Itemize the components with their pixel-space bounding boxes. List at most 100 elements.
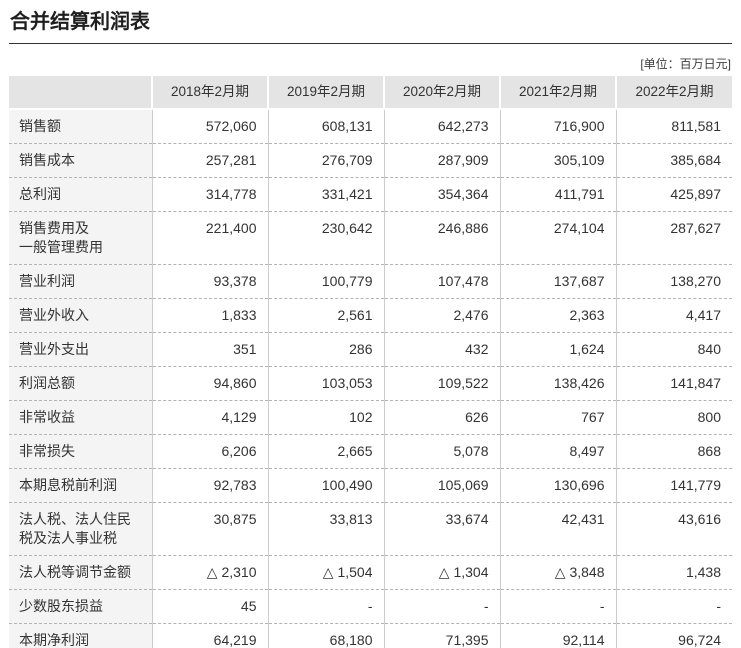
- value-cell: 43,616: [616, 502, 732, 556]
- value-cell: 246,886: [384, 211, 501, 265]
- column-header-2018: 2018年2月期: [151, 76, 268, 110]
- table-row: 营业外收入 1,833 2,561 2,476 2,363 4,417: [9, 298, 732, 333]
- title-divider: [9, 43, 732, 44]
- value-cell: △ 1,304: [384, 555, 501, 590]
- corner-header-cell: [9, 76, 152, 110]
- value-cell: △ 2,310: [152, 555, 269, 590]
- value-cell: 287,627: [616, 211, 732, 265]
- table-row: 销售成本 257,281 276,709 287,909 305,109 385,684: [9, 143, 732, 178]
- value-cell: 141,847: [616, 366, 732, 401]
- value-cell: 287,909: [384, 143, 501, 178]
- value-cell: 1,438: [616, 555, 732, 590]
- table-row: 法人税、法人住民 税及法人事业税 30,875 33,813 33,674 42,431…: [9, 502, 732, 556]
- value-cell: 2,665: [268, 434, 385, 469]
- value-cell: 100,779: [268, 264, 385, 299]
- value-cell: 2,561: [268, 298, 385, 333]
- value-cell: 42,431: [500, 502, 617, 556]
- row-label: 总利润: [9, 177, 153, 212]
- value-cell: 642,273: [384, 109, 501, 144]
- column-header-2019: 2019年2月期: [267, 76, 384, 110]
- value-cell: 811,581: [616, 109, 732, 144]
- value-cell: 92,783: [152, 468, 269, 503]
- value-cell: 626: [384, 400, 501, 435]
- value-cell: 107,478: [384, 264, 501, 299]
- value-cell: 4,129: [152, 400, 269, 435]
- value-cell: 767: [500, 400, 617, 435]
- value-cell: 138,270: [616, 264, 732, 299]
- table-row: 营业外支出 351 286 432 1,624 840: [9, 332, 732, 367]
- value-cell: 840: [616, 332, 732, 367]
- value-cell: -: [616, 589, 732, 624]
- table-row: 法人税等调节金额 △ 2,310 △ 1,504 △ 1,304 △ 3,848 1,43…: [9, 555, 732, 590]
- value-cell: 137,687: [500, 264, 617, 299]
- value-cell: 6,206: [152, 434, 269, 469]
- unit-label: [单位：百万日元]: [640, 57, 731, 71]
- value-cell: 608,131: [268, 109, 385, 144]
- value-cell: 141,779: [616, 468, 732, 503]
- value-cell: △ 3,848: [500, 555, 617, 590]
- row-label: 本期净利润: [9, 623, 153, 648]
- value-cell: 109,522: [384, 366, 501, 401]
- row-label: 销售额: [9, 109, 153, 144]
- value-cell: 432: [384, 332, 501, 367]
- value-cell: 411,791: [500, 177, 617, 212]
- row-label: 利润总额: [9, 366, 153, 401]
- table-body: 销售额 572,060 608,131 642,273 716,900 811,581 销售…: [9, 109, 732, 648]
- value-cell: 92,114: [500, 623, 617, 648]
- value-cell: 800: [616, 400, 732, 435]
- row-label: 营业利润: [9, 264, 153, 299]
- column-header-2021: 2021年2月期: [499, 76, 616, 110]
- page-title: 合并结算利润表: [10, 11, 150, 33]
- value-cell: 138,426: [500, 366, 617, 401]
- value-cell: 331,421: [268, 177, 385, 212]
- value-cell: 305,109: [500, 143, 617, 178]
- value-cell: 221,400: [152, 211, 269, 265]
- income-statement-table: 2018年2月期 2019年2月期 2020年2月期 2021年2月期 2022…: [9, 76, 732, 648]
- table-row: 销售费用及 一般管理费用 221,400 230,642 246,886 274,104…: [9, 211, 732, 265]
- row-label: 销售费用及 一般管理费用: [9, 211, 153, 265]
- row-label: 非常损失: [9, 434, 153, 469]
- value-cell: 33,674: [384, 502, 501, 556]
- value-cell: 102: [268, 400, 385, 435]
- row-label: 本期息税前利润: [9, 468, 153, 503]
- value-cell: 103,053: [268, 366, 385, 401]
- value-cell: 425,897: [616, 177, 732, 212]
- value-cell: -: [384, 589, 501, 624]
- value-cell: 286: [268, 332, 385, 367]
- value-cell: 93,378: [152, 264, 269, 299]
- value-cell: 314,778: [152, 177, 269, 212]
- value-cell: 351: [152, 332, 269, 367]
- value-cell: 45: [152, 589, 269, 624]
- value-cell: 130,696: [500, 468, 617, 503]
- value-cell: 230,642: [268, 211, 385, 265]
- value-cell: 276,709: [268, 143, 385, 178]
- value-cell: 1,624: [500, 332, 617, 367]
- value-cell: 385,684: [616, 143, 732, 178]
- table-row: 非常损失 6,206 2,665 5,078 8,497 868: [9, 434, 732, 469]
- row-label: 少数股东损益: [9, 589, 153, 624]
- value-cell: 572,060: [152, 109, 269, 144]
- value-cell: △ 1,504: [268, 555, 385, 590]
- table-row: 总利润 314,778 331,421 354,364 411,791 425,897: [9, 177, 732, 212]
- value-cell: 4,417: [616, 298, 732, 333]
- row-label: 非常收益: [9, 400, 153, 435]
- table-row: 本期净利润 64,219 68,180 71,395 92,114 96,724: [9, 623, 732, 648]
- table-header-row: 2018年2月期 2019年2月期 2020年2月期 2021年2月期 2022…: [9, 76, 732, 110]
- table-header: 2018年2月期 2019年2月期 2020年2月期 2021年2月期 2022…: [9, 76, 732, 110]
- value-cell: 868: [616, 434, 732, 469]
- value-cell: 64,219: [152, 623, 269, 648]
- value-cell: 96,724: [616, 623, 732, 648]
- table-row: 少数股东损益 45- - - -: [9, 589, 732, 624]
- value-cell: -: [500, 589, 617, 624]
- row-label: 法人税等调节金额: [9, 555, 153, 590]
- value-cell: 94,860: [152, 366, 269, 401]
- value-cell: 5,078: [384, 434, 501, 469]
- table-row: 利润总额 94,860 103,053 109,522 138,426 141,847: [9, 366, 732, 401]
- value-cell: 257,281: [152, 143, 269, 178]
- value-cell: -: [268, 589, 385, 624]
- value-cell: 105,069: [384, 468, 501, 503]
- table-row: 非常收益 4,129 102 626 767 800: [9, 400, 732, 435]
- value-cell: 8,497: [500, 434, 617, 469]
- table-row: 本期息税前利润 92,783 100,490 105,069 130,696 141,77…: [9, 468, 732, 503]
